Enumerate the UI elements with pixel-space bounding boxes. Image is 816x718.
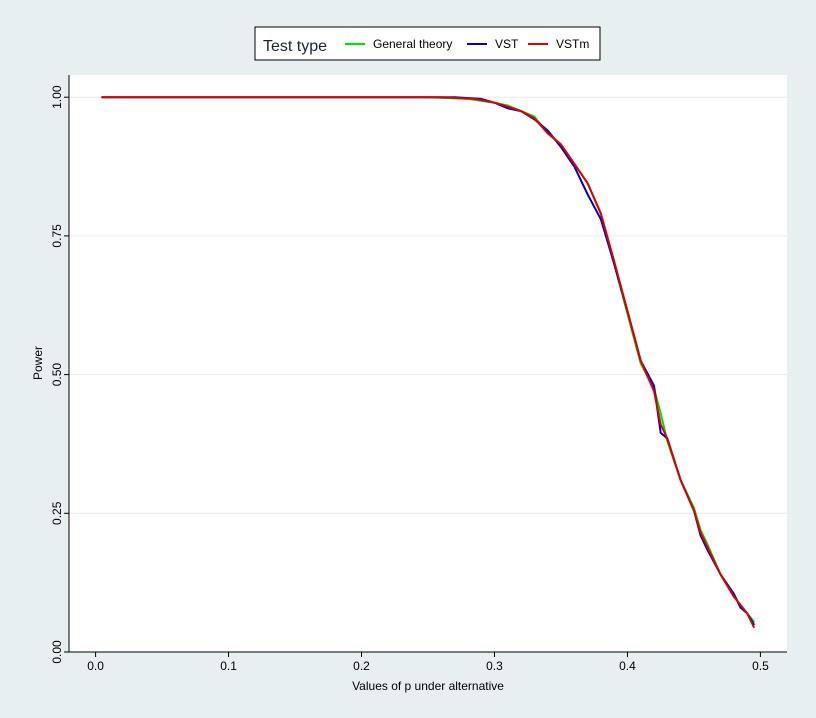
y-tick-label: 0.50: [50, 363, 64, 387]
x-tick-label: 0.4: [619, 659, 636, 673]
legend: Test type General theory VST VSTm: [254, 26, 601, 61]
x-tick-label: 0.0: [87, 659, 104, 673]
legend-label: VST: [495, 37, 519, 51]
y-axis-ticks: 0.00 0.25 0.50 0.75 1.00: [50, 85, 69, 664]
x-tick-label: 0.3: [486, 659, 503, 673]
y-tick-label: 1.00: [50, 85, 64, 109]
legend-title: Test type: [263, 38, 327, 55]
legend-items: General theory VST VSTm: [345, 37, 589, 51]
x-tick-label: 0.1: [220, 659, 237, 673]
series-line-vstm: [101, 96, 755, 628]
x-axis-title: Values of p under alternative: [352, 679, 504, 693]
legend-label: General theory: [373, 37, 452, 51]
plot-area: [69, 75, 787, 652]
x-axis-ticks: 0.0 0.1 0.2 0.3 0.4 0.5: [87, 652, 769, 673]
legend-label: VSTm: [556, 37, 589, 51]
series-lines: [101, 96, 755, 628]
x-tick-label: 0.2: [353, 659, 370, 673]
y-tick-label: 0.25: [50, 501, 64, 525]
y-axis-title: Power: [31, 346, 45, 380]
y-tick-label: 0.00: [50, 640, 64, 664]
y-tick-label: 0.75: [50, 224, 64, 248]
x-tick-label: 0.5: [752, 659, 769, 673]
